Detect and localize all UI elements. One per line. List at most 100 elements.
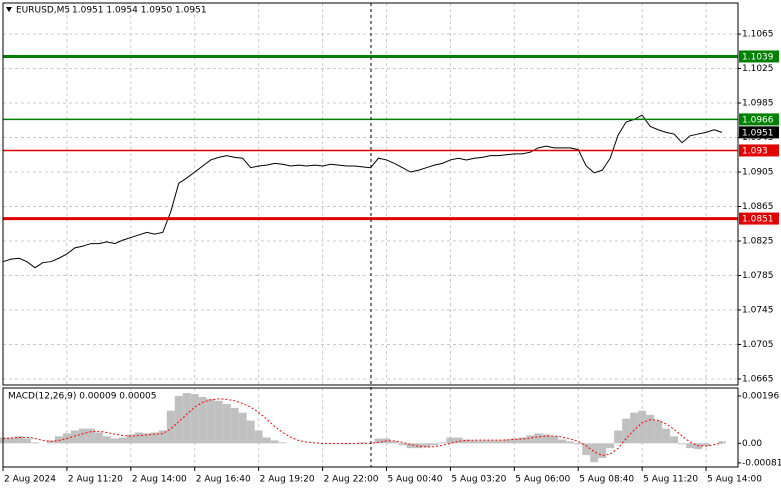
histogram-bar: [230, 407, 239, 444]
ohlc-values: 1.0951 1.0954 1.0950 1.0951: [72, 6, 207, 16]
histogram-bar: [134, 432, 143, 444]
histogram-bar: [662, 428, 671, 444]
histogram-bar: [398, 443, 407, 446]
histogram-bar: [174, 395, 183, 444]
x-tick-label: 2 Aug 22:00: [324, 475, 379, 485]
y-tick-label: 0.00196: [742, 391, 779, 401]
x-tick-label: 2 Aug 14:00: [132, 475, 187, 485]
histogram-bar: [670, 436, 679, 444]
x-tick-label: 2 Aug 16:40: [196, 475, 251, 485]
histogram-bar: [118, 437, 127, 444]
macd-frame: [2, 387, 739, 468]
histogram-bar: [214, 400, 223, 444]
y-tick-label: 1.0705: [742, 340, 774, 350]
x-tick-label: 5 Aug 14:00: [707, 475, 762, 485]
price-line: [2, 114, 723, 269]
histogram-bar: [510, 438, 519, 444]
histogram-bar: [462, 439, 471, 444]
histogram-bar: [94, 432, 103, 444]
x-tick-label: 5 Aug 11:20: [643, 475, 698, 485]
histogram-bar: [590, 443, 599, 463]
histogram-bar: [646, 414, 655, 444]
histogram-bar: [622, 418, 631, 444]
histogram-bar: [102, 436, 111, 444]
histogram-bar: [78, 428, 87, 444]
y-tick-label: 1.1025: [742, 64, 774, 74]
histogram-bar: [390, 441, 399, 444]
histogram-bar: [70, 430, 79, 444]
y-tick-label: 1.0665: [742, 374, 774, 384]
histogram-bar: [6, 437, 15, 444]
x-tick-label: 5 Aug 08:40: [579, 475, 634, 485]
histogram-bar: [262, 437, 271, 444]
marks-layer: [0, 54, 738, 463]
y-tick-label: 1.0865: [742, 202, 774, 212]
histogram-bar: [470, 440, 479, 444]
histogram-bar: [654, 420, 663, 444]
y-tick-label: 0.00: [742, 439, 762, 449]
x-tick-label: 5 Aug 06:00: [515, 475, 570, 485]
y-tick-label: 1.1065: [742, 30, 774, 40]
histogram-bar: [414, 443, 423, 449]
level-label: 1.1039: [742, 52, 774, 62]
histogram-bar: [86, 428, 95, 444]
labels-layer: 1.10651.10251.09851.09451.09051.08651.08…: [2, 30, 781, 485]
histogram-bar: [406, 443, 415, 449]
price-label-box: [739, 126, 779, 139]
level-label-box: [739, 113, 779, 126]
histogram-bar: [542, 434, 551, 444]
histogram-bar: [486, 440, 495, 444]
histogram-bar: [158, 430, 167, 444]
y-tick-label: 1.0985: [742, 99, 774, 109]
histogram-bar: [238, 412, 247, 444]
chart-title: EURUSD,M5: [16, 6, 70, 16]
histogram-bar: [454, 437, 463, 444]
histogram-bar: [478, 440, 487, 444]
level-label-box: [739, 50, 779, 63]
histogram-bar: [702, 443, 711, 447]
histogram-bar: [566, 441, 575, 444]
histogram-bar: [126, 434, 135, 444]
histogram-bar: [446, 437, 455, 444]
histogram-bar: [14, 436, 23, 444]
histogram-bar: [430, 443, 439, 446]
y-tick-label: -0.00081: [742, 458, 781, 468]
menu-icon: [6, 7, 12, 12]
price-label: 1.0951: [742, 128, 774, 138]
level-label-box: [739, 144, 779, 157]
x-tick-label: 2 Aug 11:20: [68, 475, 123, 485]
histogram-bar: [182, 393, 191, 444]
histogram-bar: [22, 438, 31, 444]
histogram-bar: [206, 398, 215, 444]
x-tick-label: 5 Aug 03:20: [451, 475, 506, 485]
histogram-bar: [526, 435, 535, 444]
histogram-bar: [582, 443, 591, 456]
histogram-bar: [374, 438, 383, 444]
x-tick-label: 5 Aug 00:40: [387, 475, 442, 485]
histogram-bar: [630, 412, 639, 444]
histogram-bar: [606, 443, 615, 449]
level-label: 1.0851: [742, 215, 774, 225]
histogram-bar: [110, 438, 119, 444]
histogram-bar: [550, 436, 559, 444]
histogram-bar: [598, 443, 607, 459]
histogram-bar: [502, 439, 511, 444]
histogram-bar: [518, 437, 527, 444]
histogram-bar: [718, 441, 727, 444]
histogram-bar: [494, 440, 503, 444]
histogram-bar: [422, 443, 431, 448]
histogram-bar: [54, 436, 63, 444]
histogram-bar: [142, 433, 151, 444]
main-frame: [2, 2, 739, 386]
histogram-bar: [150, 432, 159, 444]
histogram-bar: [678, 443, 687, 445]
histogram-bar: [270, 440, 279, 444]
histogram-bar: [198, 396, 207, 444]
histogram-bar: [30, 442, 39, 444]
histogram-bar: [190, 394, 199, 444]
level-label: 1.093: [742, 146, 768, 156]
histogram-bar: [534, 433, 543, 444]
histogram-bar: [166, 410, 175, 444]
